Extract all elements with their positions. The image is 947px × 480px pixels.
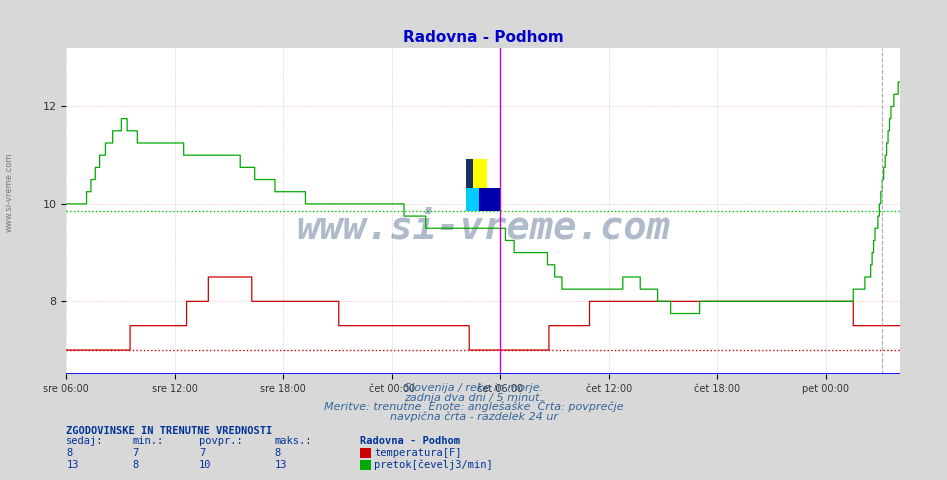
Bar — [466, 159, 473, 188]
Text: 10: 10 — [199, 460, 211, 470]
Text: 7: 7 — [133, 448, 139, 458]
Text: povpr.:: povpr.: — [199, 436, 242, 446]
Bar — [466, 188, 479, 211]
Text: maks.:: maks.: — [275, 436, 313, 446]
Text: www.si-vreme.com: www.si-vreme.com — [5, 152, 14, 232]
Title: Radovna - Podhom: Radovna - Podhom — [402, 30, 563, 46]
Text: sedaj:: sedaj: — [66, 436, 104, 446]
Text: 13: 13 — [66, 460, 79, 470]
Text: Meritve: trenutne  Enote: anglešaške  Črta: povprečje: Meritve: trenutne Enote: anglešaške Črta… — [324, 400, 623, 412]
Text: ZGODOVINSKE IN TRENUTNE VREDNOSTI: ZGODOVINSKE IN TRENUTNE VREDNOSTI — [66, 426, 273, 436]
Text: www.si-vreme.com: www.si-vreme.com — [296, 208, 670, 247]
Text: 8: 8 — [133, 460, 139, 470]
Bar — [479, 188, 500, 211]
Text: pretok[čevelj3/min]: pretok[čevelj3/min] — [374, 459, 492, 470]
Text: 8: 8 — [66, 448, 73, 458]
Text: navpična črta - razdelek 24 ur: navpična črta - razdelek 24 ur — [389, 411, 558, 422]
Text: Slovenija / reke in morje.: Slovenija / reke in morje. — [404, 383, 543, 393]
Text: 7: 7 — [199, 448, 205, 458]
Text: min.:: min.: — [133, 436, 164, 446]
Text: temperatura[F]: temperatura[F] — [374, 448, 461, 458]
Text: 13: 13 — [275, 460, 287, 470]
Text: zadnja dva dni / 5 minut.: zadnja dva dni / 5 minut. — [404, 393, 543, 403]
Text: 8: 8 — [275, 448, 281, 458]
Text: Radovna - Podhom: Radovna - Podhom — [360, 436, 460, 446]
Bar — [466, 159, 487, 188]
